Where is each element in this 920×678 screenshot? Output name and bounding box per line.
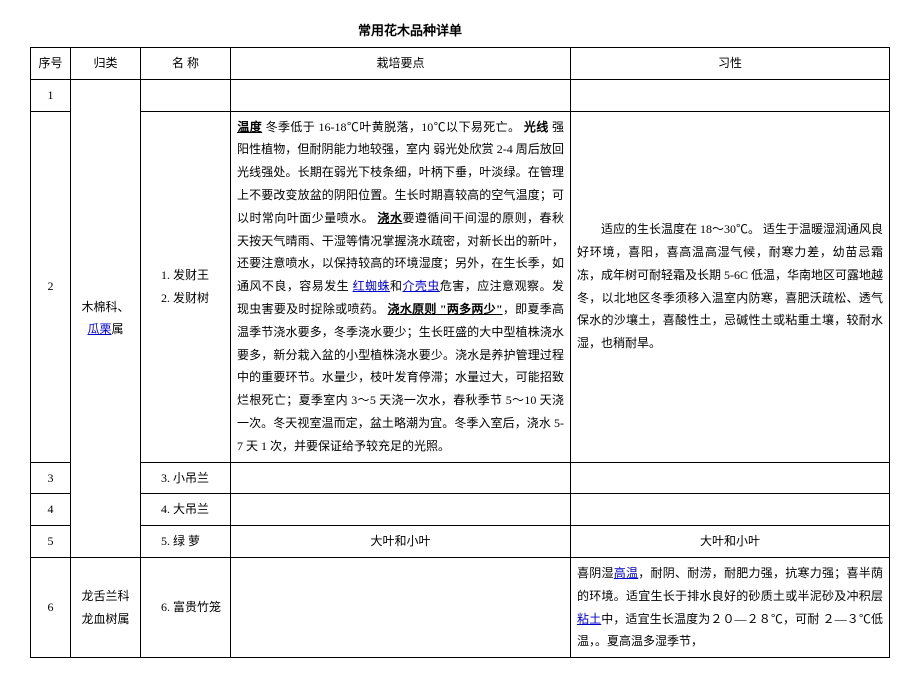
header-care: 栽培要点 bbox=[231, 48, 571, 80]
header-cat: 归类 bbox=[71, 48, 141, 80]
link-mite[interactable]: 红蜘蛛 bbox=[353, 279, 390, 293]
cell-name: 5. 绿 萝 bbox=[141, 526, 231, 558]
cell-name: 3. 小吊兰 bbox=[141, 462, 231, 494]
text: 中，适宜生长温度为２０—２８℃，可耐 ２—３℃低温，。夏高温多湿季节， bbox=[577, 612, 883, 649]
label-water: 浇水 bbox=[378, 211, 403, 225]
table-row: 1 木棉科、瓜栗属 bbox=[31, 79, 890, 111]
cell-habit bbox=[571, 79, 890, 111]
cell-no: 4 bbox=[31, 494, 71, 526]
link-hot[interactable]: 高温 bbox=[614, 566, 639, 580]
cell-no: 1 bbox=[31, 79, 71, 111]
plant-table: 序号 归类 名 称 栽培要点 习性 1 木棉科、瓜栗属 2 1. 发财王 2. … bbox=[30, 47, 890, 658]
link-clay[interactable]: 粘土 bbox=[577, 612, 601, 626]
cell-care: 温度 冬季低于 16-18℃叶黄脱落，10℃以下易死亡。 光线 强阳性植物，但耐… bbox=[231, 111, 571, 462]
table-row: 2 1. 发财王 2. 发财树 温度 冬季低于 16-18℃叶黄脱落，10℃以下… bbox=[31, 111, 890, 462]
text: ，即夏季高温季节浇水要多，冬季浇水要少；生长旺盛的大中型植株浇水要多，新分栽入盆… bbox=[237, 302, 564, 453]
cell-care bbox=[231, 462, 571, 494]
cell-care: 大叶和小叶 bbox=[231, 526, 571, 558]
header-row: 序号 归类 名 称 栽培要点 习性 bbox=[31, 48, 890, 80]
cell-no: 3 bbox=[31, 462, 71, 494]
table-row: 6 龙舌兰科 龙血树属 6. 富贵竹笼 喜阴湿高温，耐阴、耐涝，耐肥力强，抗寒力… bbox=[31, 557, 890, 657]
label-temp: 温度 bbox=[237, 120, 262, 134]
cell-cat-merged: 木棉科、瓜栗属 bbox=[71, 79, 141, 557]
cell-name: 1. 发财王 2. 发财树 bbox=[141, 111, 231, 462]
cell-habit: 喜阴湿高温，耐阴、耐涝，耐肥力强，抗寒力强；喜半荫的环境。适宜生长于排水良好的砂… bbox=[571, 557, 890, 657]
header-name: 名 称 bbox=[141, 48, 231, 80]
label-light: 光线 bbox=[524, 120, 549, 134]
link-scale[interactable]: 介壳虫 bbox=[402, 279, 439, 293]
text: 喜阴湿 bbox=[577, 566, 614, 580]
cell-habit: 适应的生长温度在 18～30℃。 适生于温暖湿润通风良好环境，喜阳，喜高温高湿气… bbox=[571, 111, 890, 462]
cell-habit bbox=[571, 494, 890, 526]
cell-care bbox=[231, 494, 571, 526]
cell-habit bbox=[571, 462, 890, 494]
table-row: 4 4. 大吊兰 bbox=[31, 494, 890, 526]
cell-name: 6. 富贵竹笼 bbox=[141, 557, 231, 657]
table-row: 5 5. 绿 萝 大叶和小叶 大叶和小叶 bbox=[31, 526, 890, 558]
cell-no: 2 bbox=[31, 111, 71, 462]
text: 强阳性植物，但耐阴能力地较强，室内 弱光处欣赏 2-4 周后放回光线强处。长期在… bbox=[237, 120, 564, 225]
table-row: 3 3. 小吊兰 bbox=[31, 462, 890, 494]
cell-cat: 龙舌兰科 龙血树属 bbox=[71, 557, 141, 657]
cell-care bbox=[231, 557, 571, 657]
cell-care bbox=[231, 79, 571, 111]
text: 和 bbox=[390, 279, 402, 293]
cell-no: 5 bbox=[31, 526, 71, 558]
cell-name: 4. 大吊兰 bbox=[141, 494, 231, 526]
cell-habit: 大叶和小叶 bbox=[571, 526, 890, 558]
cell-name bbox=[141, 79, 231, 111]
text: 冬季低于 16-18℃叶黄脱落，10℃以下易死亡。 bbox=[262, 120, 520, 134]
label-rule: 浇水原则 "两多两少" bbox=[388, 302, 503, 316]
header-no: 序号 bbox=[31, 48, 71, 80]
doc-title: 常用花木品种详单 bbox=[0, 20, 890, 39]
cell-no: 6 bbox=[31, 557, 71, 657]
header-habit: 习性 bbox=[571, 48, 890, 80]
